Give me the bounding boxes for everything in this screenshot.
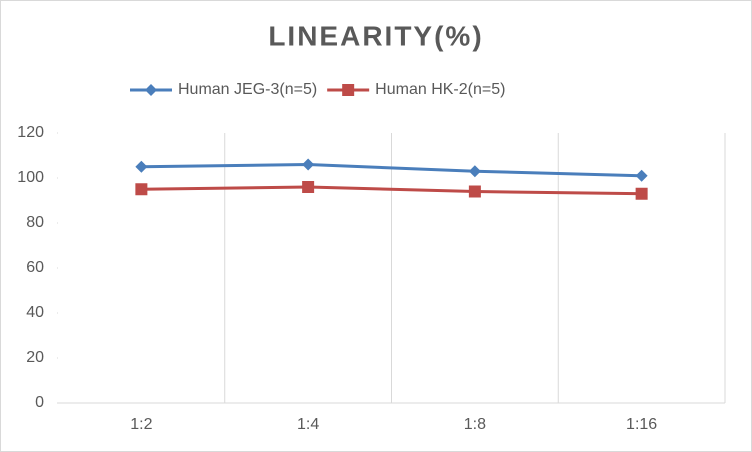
x-tick-label: 1:4 [297, 416, 319, 433]
y-tick-label: 120 [17, 124, 44, 141]
point [135, 183, 148, 196]
x-tick-label: 1:16 [626, 416, 657, 433]
legend-label: Human HK-2(n=5) [375, 81, 505, 98]
legend-marker [342, 84, 355, 96]
point [635, 187, 648, 200]
series-line [141, 163, 642, 178]
legend-marker [145, 84, 157, 96]
chart-title: LINEARITY(%) [268, 20, 483, 51]
y-tick-label: 60 [26, 259, 44, 276]
point [468, 165, 481, 178]
point [635, 169, 648, 182]
y-tick-label: 100 [17, 169, 44, 186]
series-line [141, 185, 642, 196]
legend-label: Human JEG-3(n=5) [178, 81, 317, 98]
point [135, 160, 148, 173]
point [302, 158, 315, 171]
point [468, 185, 481, 198]
point [302, 181, 315, 193]
x-tick-label: 1:8 [464, 416, 486, 433]
y-tick-label: 20 [26, 349, 44, 366]
x-tick-label: 1:2 [130, 416, 152, 433]
y-tick-label: 0 [35, 394, 44, 411]
y-tick-label: 40 [26, 304, 44, 321]
y-tick-label: 80 [26, 214, 44, 231]
